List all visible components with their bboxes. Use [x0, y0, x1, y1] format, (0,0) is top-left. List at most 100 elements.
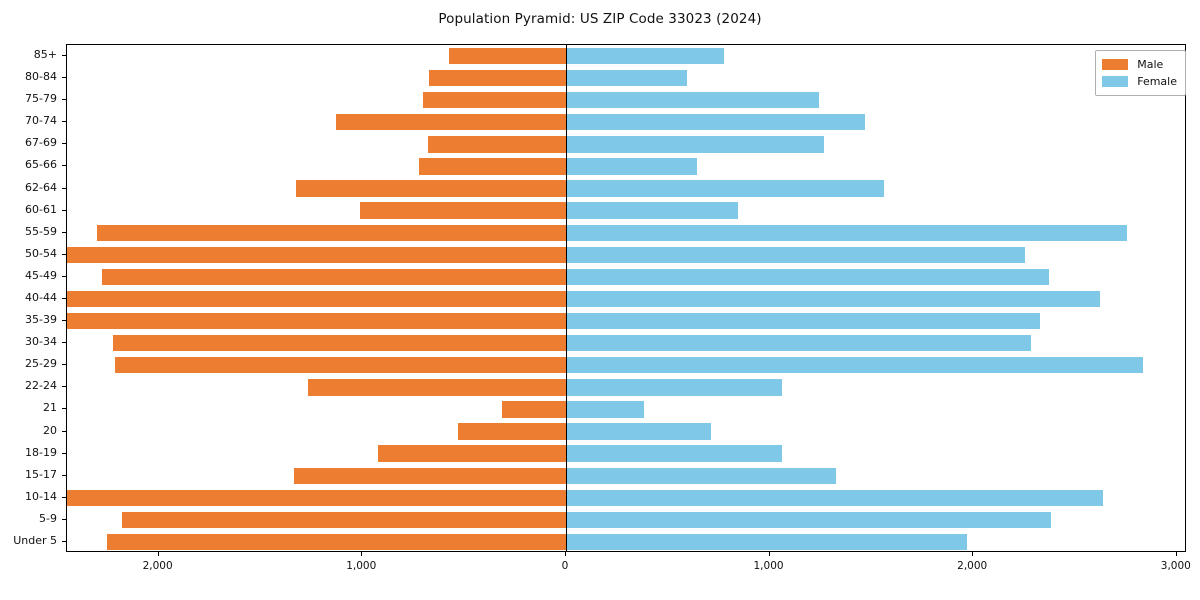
bar-female[interactable] [565, 335, 1031, 352]
bar-female[interactable] [565, 69, 688, 87]
bar-male[interactable] [296, 180, 566, 197]
zero-axis-line [565, 45, 567, 551]
legend-swatch-male-icon [1102, 59, 1129, 70]
y-axis-tick-label: 80-84 [25, 70, 57, 84]
y-axis-tick-mark [62, 99, 66, 101]
bar-female[interactable] [565, 158, 697, 175]
bar-female[interactable] [565, 246, 1025, 263]
bar-row [67, 114, 1185, 131]
bar-female[interactable] [565, 467, 836, 484]
y-axis-tick-mark [62, 320, 66, 322]
y-axis-tick-label: 60-61 [25, 202, 57, 216]
bar-row [67, 202, 1185, 219]
x-axis-tick-label: 1,000 [346, 560, 377, 572]
bar-female[interactable] [565, 47, 725, 65]
x-axis-tick-mark [361, 552, 363, 556]
bar-male[interactable] [335, 114, 566, 131]
bar-female[interactable] [565, 268, 1049, 286]
y-axis-tick-mark [62, 253, 66, 255]
y-axis-tick-label: 22-24 [25, 379, 57, 393]
bar-row [67, 158, 1185, 175]
bar-male[interactable] [501, 401, 566, 418]
y-axis-tick-label: 62-64 [25, 180, 57, 194]
y-axis-tick-label: 70-74 [25, 114, 57, 128]
bar-male[interactable] [423, 92, 566, 109]
bar-row [67, 489, 1185, 506]
bar-male[interactable] [67, 312, 566, 330]
y-axis-tick-label: 15-17 [25, 467, 57, 481]
x-axis-tick-mark [972, 552, 974, 556]
bar-female[interactable] [565, 379, 782, 396]
y-axis-tick-mark [62, 474, 66, 476]
bar-female[interactable] [565, 511, 1052, 529]
y-axis-tick-mark [62, 298, 66, 299]
bar-row [67, 224, 1185, 241]
bar-row [67, 379, 1185, 396]
y-axis-tick-label: 10-14 [25, 489, 57, 503]
bar-male[interactable] [112, 335, 566, 352]
legend: Male Female [1095, 50, 1186, 96]
bar-female[interactable] [565, 92, 820, 109]
bar-male[interactable] [294, 467, 566, 484]
bar-female[interactable] [565, 202, 738, 219]
y-axis-tick-mark [62, 452, 66, 454]
y-axis-tick-label: 5-9 [39, 511, 57, 525]
legend-item-female[interactable]: Female [1102, 73, 1177, 90]
bar-row [67, 136, 1185, 153]
y-axis-tick-mark [62, 209, 66, 211]
x-axis-tick-label: 3,000 [1160, 560, 1191, 572]
y-axis-tick-mark [62, 364, 66, 366]
bar-row [67, 246, 1185, 263]
x-axis-tick-mark [768, 552, 770, 556]
bar-male[interactable] [96, 224, 566, 241]
bar-female[interactable] [565, 533, 967, 551]
y-axis-tick-mark [62, 165, 66, 167]
bar-female[interactable] [565, 224, 1128, 241]
bar-row [67, 423, 1185, 440]
bar-male[interactable] [67, 489, 566, 506]
bar-female[interactable] [565, 357, 1143, 374]
y-axis-tick-mark [62, 231, 66, 233]
bar-female[interactable] [565, 445, 782, 462]
y-axis-tick-label: 50-54 [25, 246, 57, 260]
bar-female[interactable] [565, 290, 1100, 308]
y-axis-tick-mark [62, 121, 66, 123]
y-axis-tick-mark [62, 496, 66, 498]
page-title: Population Pyramid: US ZIP Code 33023 (2… [438, 11, 762, 27]
bar-male[interactable] [377, 445, 566, 462]
bar-male[interactable] [121, 511, 566, 529]
legend-item-male[interactable]: Male [1102, 56, 1177, 73]
bar-female[interactable] [565, 489, 1104, 506]
legend-swatch-female-icon [1102, 76, 1129, 87]
bar-male[interactable] [360, 202, 566, 219]
bar-male[interactable] [114, 357, 566, 374]
bar-row [67, 180, 1185, 197]
y-axis-tick-label: 45-49 [25, 268, 57, 282]
bar-female[interactable] [565, 114, 866, 131]
bar-male[interactable] [428, 136, 566, 153]
bar-male[interactable] [67, 290, 566, 308]
bar-male[interactable] [429, 69, 566, 87]
bar-female[interactable] [565, 180, 884, 197]
x-axis-tick-mark [1175, 552, 1177, 556]
y-axis-tick-label: 21 [43, 401, 57, 415]
y-axis-tick-mark [62, 55, 66, 57]
bar-male[interactable] [67, 246, 566, 263]
bar-male[interactable] [457, 423, 566, 440]
y-axis-tick-label: 40-44 [25, 291, 57, 304]
bar-female[interactable] [565, 312, 1041, 330]
y-axis-tick-label: 25-29 [25, 357, 57, 371]
bar-female[interactable] [565, 401, 645, 418]
bar-female[interactable] [565, 136, 824, 153]
bar-row [67, 47, 1185, 65]
bar-male[interactable] [106, 533, 566, 551]
bar-male[interactable] [419, 158, 566, 175]
bar-female[interactable] [565, 423, 712, 440]
bar-row [67, 69, 1185, 87]
bar-male[interactable] [308, 379, 566, 396]
bar-row [67, 401, 1185, 418]
y-axis-tick-mark [62, 77, 66, 79]
bar-male[interactable] [449, 47, 566, 65]
bar-male[interactable] [101, 268, 566, 286]
y-axis-tick-mark [62, 430, 66, 432]
